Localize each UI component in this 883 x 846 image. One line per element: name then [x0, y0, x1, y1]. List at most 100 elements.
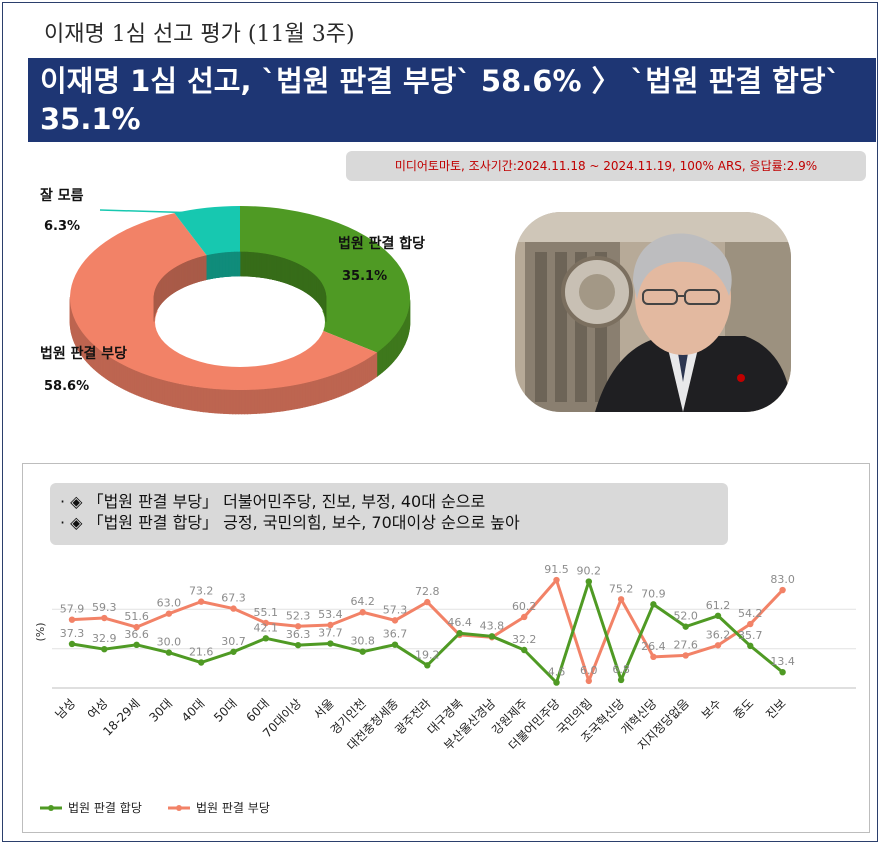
- data-point: [779, 668, 786, 676]
- data-label: 57.9: [60, 603, 85, 616]
- data-label: 73.2: [189, 585, 214, 598]
- data-label: 19.2: [415, 648, 440, 661]
- data-label: 42.1: [254, 621, 279, 634]
- donut-value-label: 35.1%: [342, 269, 387, 284]
- data-label: 57.3: [383, 603, 408, 616]
- data-point: [650, 653, 657, 661]
- data-label: 70.9: [641, 587, 666, 600]
- data-label: 64.2: [350, 595, 375, 608]
- data-point: [682, 652, 689, 659]
- data-point: [68, 616, 76, 623]
- donut-hole: [155, 277, 325, 367]
- data-point: [133, 623, 140, 631]
- data-label: 46.4: [447, 616, 472, 629]
- data-point: [650, 601, 657, 608]
- data-point: [165, 649, 173, 656]
- category-label: 남성: [53, 696, 79, 722]
- donut-label: 법원 판결 합당: [338, 235, 425, 252]
- donut-label: 잘 모름: [40, 188, 84, 204]
- data-point: [714, 642, 722, 649]
- data-label: 36.6: [124, 628, 149, 641]
- data-label: 36.3: [286, 628, 311, 641]
- data-point: [101, 645, 108, 653]
- data-label: 26.4: [641, 640, 666, 653]
- data-label: 52.3: [286, 609, 311, 622]
- donut-chart: 법원 판결 합당 35.1% 법원 판결 부당 58.6% 잘 모름 6.3%: [40, 188, 425, 415]
- data-label: 36.2: [706, 628, 731, 641]
- data-label: 30.7: [221, 635, 246, 648]
- data-label: 63.0: [157, 597, 182, 610]
- data-label: 83.0: [770, 573, 795, 586]
- data-point: [165, 610, 173, 617]
- data-point: [521, 613, 528, 621]
- y-axis-label: (%): [34, 622, 47, 641]
- data-label: 61.2: [706, 599, 731, 612]
- legend-label: 법원 판결 합당: [68, 801, 142, 815]
- data-label: 4.6: [548, 666, 566, 679]
- data-label: 32.9: [92, 632, 117, 645]
- donut-label: 법원 판결 부당: [40, 345, 127, 362]
- data-label: 43.8: [480, 619, 505, 632]
- data-point: [198, 659, 205, 666]
- headline: 이재명 1심 선고, `법원 판결 부당` 58.6% 〉 `법원 판결 합당`…: [28, 58, 876, 142]
- data-point: [230, 648, 237, 655]
- data-point: [391, 641, 399, 648]
- data-point: [488, 633, 496, 640]
- data-point: [359, 648, 366, 655]
- data-label: 37.3: [60, 627, 85, 640]
- data-point: [617, 596, 625, 603]
- data-point: [133, 641, 140, 649]
- data-label: 67.3: [221, 592, 246, 605]
- data-label: 54.2: [738, 607, 763, 620]
- data-point: [101, 614, 108, 622]
- data-point: [359, 609, 366, 616]
- data-point: [327, 621, 334, 629]
- data-point: [68, 640, 76, 648]
- data-point: [294, 641, 302, 649]
- data-label: 51.6: [124, 610, 149, 623]
- data-label: 30.0: [157, 636, 182, 649]
- data-point: [262, 619, 269, 627]
- donut-value-label: 6.3%: [44, 219, 80, 234]
- notes-box: · ◈ 「법원 판결 부당」 더불어민주당, 진보, 부정, 40대 순으로 ·…: [50, 483, 728, 545]
- data-label: 27.6: [673, 638, 698, 651]
- data-point: [391, 617, 399, 624]
- category-label: 30대: [147, 696, 176, 725]
- line-chart-panel: [22, 463, 870, 833]
- category-label: 중도: [731, 696, 757, 722]
- data-label: 6.8: [612, 663, 630, 676]
- data-point: [294, 623, 302, 630]
- data-point: [424, 662, 431, 669]
- donut-slice-2: [174, 206, 240, 256]
- data-label: 32.2: [512, 633, 537, 646]
- page-label: 이재명 1심 선고 평가 (11월 3주): [44, 22, 355, 47]
- data-point: [198, 598, 205, 605]
- data-point: [456, 630, 463, 637]
- category-label: 50대: [211, 696, 240, 725]
- note-line-2: · ◈ 「법원 판결 합당」 긍정, 국민의힘, 보수, 70대이상 순으로 높…: [60, 513, 520, 532]
- category-label: 진보: [763, 696, 789, 722]
- data-label: 37.7: [318, 627, 343, 640]
- category-label: 서울: [311, 696, 337, 722]
- source-note: 미디어토마토, 조사기간:2024.11.18 ~ 2024.11.19, 10…: [346, 151, 866, 181]
- data-point: [682, 623, 689, 630]
- donut-inner-wall: [238, 251, 241, 277]
- data-label: 59.3: [92, 601, 117, 614]
- data-point: [553, 576, 560, 584]
- leader-line: [99, 209, 201, 214]
- data-label: 21.6: [189, 646, 214, 659]
- data-label: 55.1: [254, 606, 279, 619]
- category-label: 여성: [85, 696, 111, 722]
- data-label: 91.5: [544, 563, 569, 576]
- data-label: 13.4: [770, 655, 795, 668]
- donut-slice-0: [240, 206, 411, 353]
- data-label: 72.8: [415, 585, 440, 598]
- data-point: [521, 646, 528, 654]
- data-label: 36.7: [383, 628, 408, 641]
- data-label: 90.2: [577, 565, 602, 578]
- data-point: [747, 642, 754, 650]
- data-point: [585, 677, 592, 685]
- person-photo-icon: [515, 212, 791, 412]
